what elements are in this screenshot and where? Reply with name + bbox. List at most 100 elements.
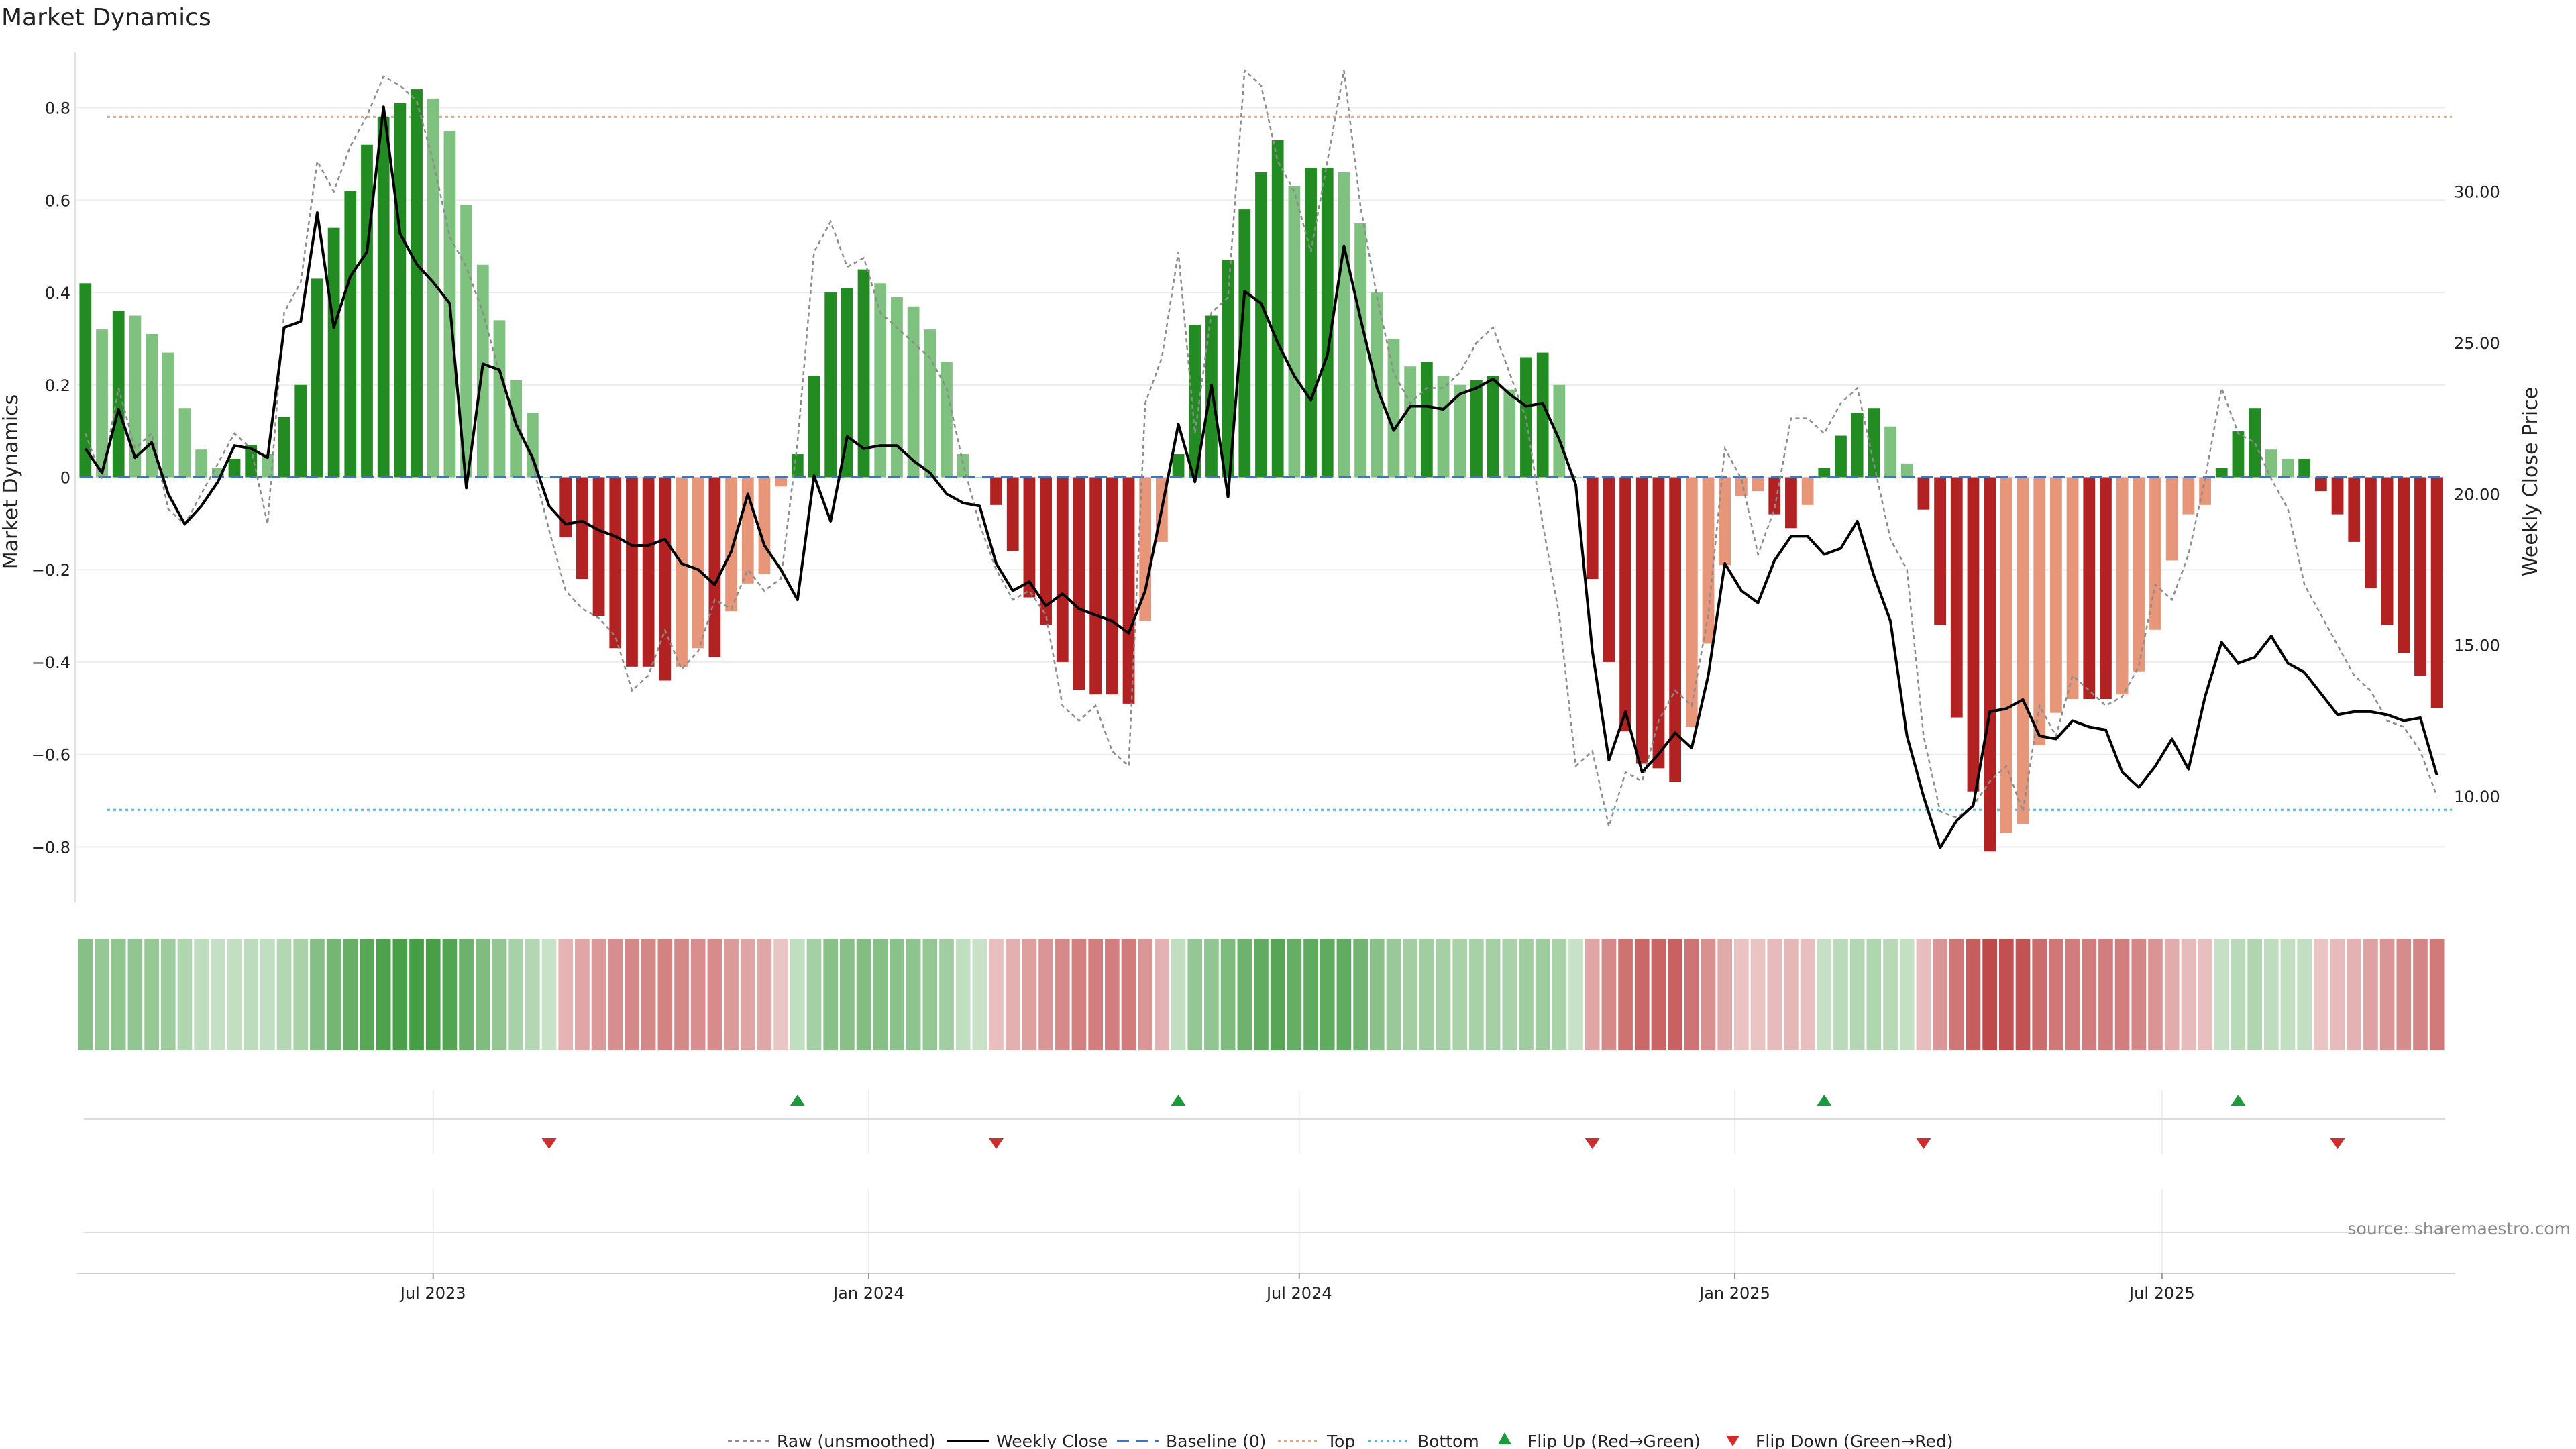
bar — [311, 278, 323, 478]
legend-close-label: Weekly Close — [996, 1432, 1108, 1449]
flip-panel — [84, 1090, 2445, 1154]
bar — [2116, 477, 2129, 695]
heat-cell — [276, 939, 292, 1050]
heat-cell — [873, 939, 888, 1050]
bar — [2348, 477, 2361, 542]
heat-cell — [2131, 939, 2147, 1050]
bar — [1984, 477, 1996, 852]
bar — [1801, 477, 1814, 505]
bar — [1454, 384, 1466, 478]
bar — [1056, 477, 1069, 662]
bar — [874, 283, 887, 478]
bar — [79, 283, 92, 478]
heat-cell — [1982, 939, 1997, 1050]
bar — [2149, 477, 2161, 630]
bar — [941, 362, 953, 478]
heat-cell — [127, 939, 143, 1050]
heat-cell — [1336, 939, 1352, 1050]
bar — [1222, 260, 1234, 478]
bar — [1354, 223, 1366, 478]
heat-cell — [177, 939, 193, 1050]
bar — [2199, 477, 2211, 505]
bar — [1006, 477, 1019, 551]
bar — [791, 454, 804, 478]
bar — [1768, 477, 1781, 515]
heat-cell — [806, 939, 822, 1050]
bar — [592, 477, 605, 616]
left-tick-label: −0.6 — [32, 746, 70, 765]
x-axis: Jul 2023 Jan 2024 Jul 2024 Jan 2025 Jul 2025 — [77, 1273, 2455, 1303]
heat-cell — [2413, 939, 2428, 1050]
bar — [1702, 477, 1715, 644]
bar — [1040, 477, 1052, 625]
bar — [1023, 477, 1036, 598]
heat-cell — [1187, 939, 1203, 1050]
bar — [841, 288, 853, 478]
heat-cell — [1171, 939, 1186, 1050]
heat-cell — [2347, 939, 2362, 1050]
heat-cell — [1055, 939, 1070, 1050]
x-tick-label: Jul 2023 — [399, 1284, 466, 1303]
heat-cell — [1966, 939, 1981, 1050]
heat-cell — [1485, 939, 1501, 1050]
heat-cell — [1155, 939, 1169, 1050]
bar — [510, 380, 523, 478]
heat-cell — [575, 939, 590, 1050]
bar — [1635, 477, 1648, 764]
source-label: source: sharemaestro.com — [2348, 1219, 2571, 1238]
heat-cell — [1701, 939, 1716, 1050]
weekly-close-line — [84, 105, 2438, 849]
heat-cell — [1469, 939, 1484, 1050]
heat-cell — [194, 939, 209, 1050]
bar — [1586, 477, 1599, 579]
left-tick-label: 0.2 — [45, 376, 70, 395]
bar — [1603, 477, 1615, 662]
bar — [2066, 477, 2079, 700]
bar — [692, 477, 704, 649]
heat-cell — [1552, 939, 1567, 1050]
heat-cell — [2214, 939, 2229, 1050]
heat-cell — [244, 939, 259, 1050]
heat-cell — [1817, 939, 1832, 1050]
right-tick-label: 25.00 — [2454, 334, 2500, 353]
heat-cell — [1899, 939, 1915, 1050]
bar — [1934, 477, 1946, 625]
heat-cell — [2429, 939, 2445, 1050]
bar — [411, 89, 423, 478]
bar — [2182, 477, 2195, 515]
heat-cell — [1502, 939, 1517, 1050]
heat-cell — [2297, 939, 2312, 1050]
heat-cell — [492, 939, 507, 1050]
bar — [1553, 384, 1566, 478]
heat-cell — [2396, 939, 2412, 1050]
heat-cell — [1849, 939, 1865, 1050]
flip-down-marker — [1585, 1138, 1600, 1149]
heat-cell — [1303, 939, 1318, 1050]
heat-cell — [95, 939, 109, 1050]
bar — [642, 477, 655, 667]
bar — [659, 477, 672, 681]
heat-cell — [442, 939, 458, 1050]
bar — [2430, 477, 2443, 708]
bar — [2133, 477, 2145, 672]
heat-cell — [558, 939, 574, 1050]
heat-cell — [1800, 939, 1815, 1050]
legend-flip-up-marker — [1498, 1432, 1511, 1444]
heat-cell — [1071, 939, 1087, 1050]
heat-cell — [210, 939, 225, 1050]
left-tick-label: 0.6 — [45, 191, 70, 210]
heat-cell — [2247, 939, 2262, 1050]
heat-cell — [1668, 939, 1682, 1050]
heat-cell — [2065, 939, 2080, 1050]
legend: Raw (unsmoothed) Weekly Close Baseline (… — [728, 1432, 1953, 1449]
heat-cell — [1452, 939, 1468, 1050]
bar — [427, 98, 439, 478]
bar — [1073, 477, 1085, 690]
bar — [1835, 435, 1847, 478]
flip-down-marker — [2330, 1138, 2345, 1149]
heat-cell — [1734, 939, 1749, 1050]
bar — [112, 311, 125, 478]
bar — [2298, 458, 2311, 478]
heat-cell — [1436, 939, 1451, 1050]
